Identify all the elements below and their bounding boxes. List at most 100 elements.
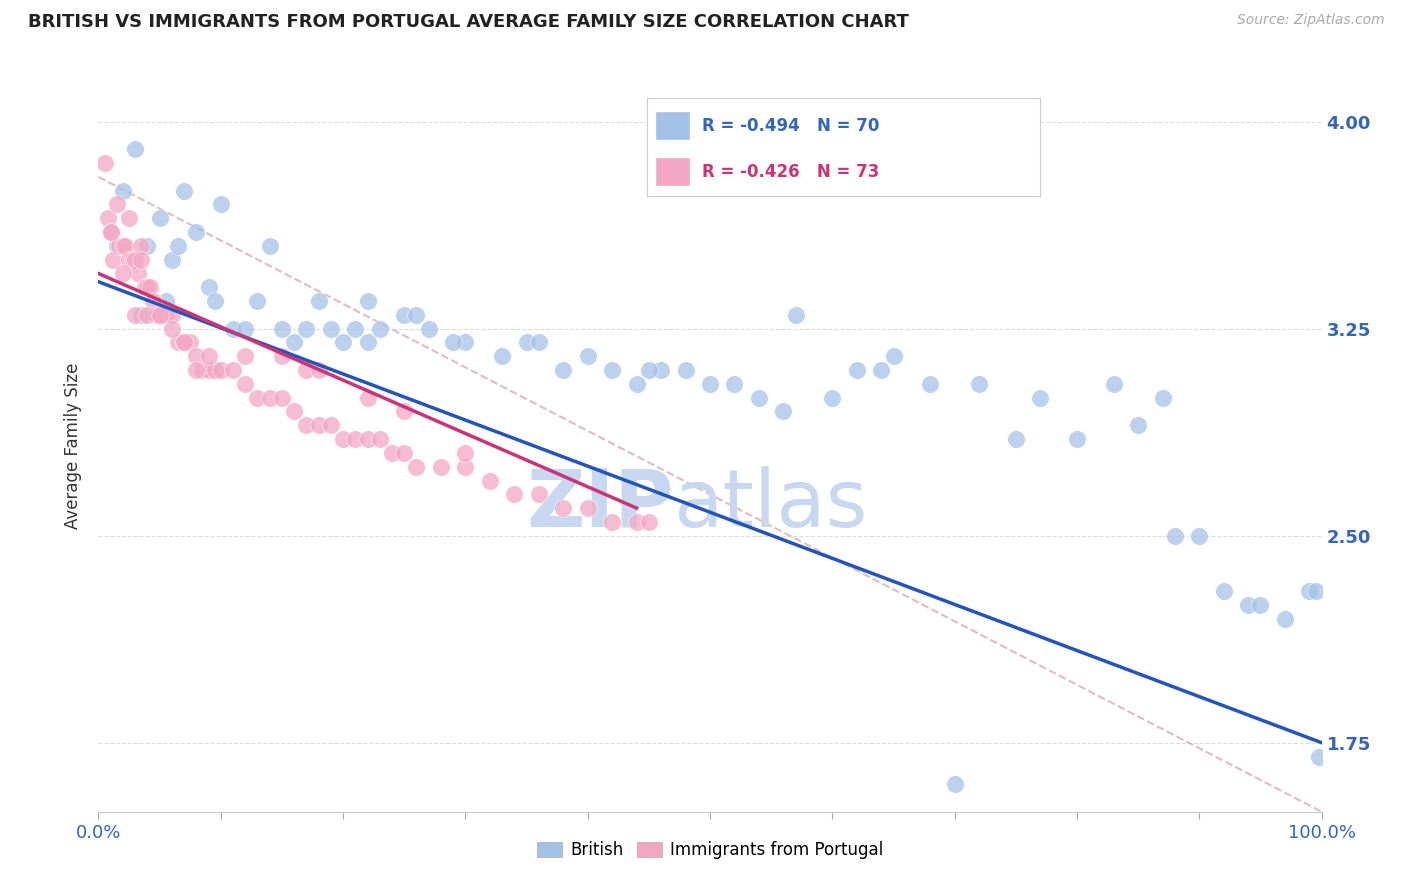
Point: [883, 349, 905, 363]
Point: [283, 404, 305, 418]
Point: [1128, 418, 1150, 433]
Point: [967, 376, 990, 391]
Point: [430, 459, 453, 474]
Point: [173, 335, 195, 350]
Point: [209, 363, 232, 377]
Point: [1212, 583, 1234, 598]
Point: [516, 335, 538, 350]
Point: [392, 446, 416, 460]
Point: [785, 308, 807, 322]
Point: [186, 349, 208, 363]
Y-axis label: Average Family Size: Average Family Size: [65, 363, 83, 529]
Point: [259, 239, 281, 253]
Point: [139, 280, 162, 294]
Point: [173, 184, 195, 198]
Text: R = -0.494   N = 70: R = -0.494 N = 70: [702, 117, 879, 135]
Point: [1298, 583, 1320, 598]
Point: [553, 501, 575, 516]
Text: R = -0.426   N = 73: R = -0.426 N = 73: [702, 162, 879, 181]
Point: [197, 349, 219, 363]
Point: [344, 321, 367, 335]
Point: [405, 308, 427, 322]
Point: [246, 294, 269, 309]
Point: [356, 391, 378, 405]
Legend: British, Immigrants from Portugal: British, Immigrants from Portugal: [530, 834, 890, 865]
Point: [167, 335, 190, 350]
Point: [222, 321, 245, 335]
Point: [454, 335, 477, 350]
Point: [418, 321, 440, 335]
Point: [167, 239, 190, 253]
Point: [332, 335, 354, 350]
Point: [1250, 598, 1272, 612]
Point: [134, 280, 156, 294]
Point: [344, 432, 367, 446]
Point: [111, 239, 134, 253]
Point: [650, 363, 672, 377]
Point: [124, 252, 146, 267]
Point: [295, 418, 318, 433]
Point: [124, 142, 146, 156]
Point: [600, 515, 623, 529]
Point: [1274, 611, 1296, 625]
Point: [626, 376, 648, 391]
Point: [454, 459, 477, 474]
Point: [638, 363, 661, 377]
Point: [136, 280, 159, 294]
Point: [97, 211, 120, 226]
Point: [270, 349, 294, 363]
Point: [100, 225, 122, 239]
Point: [204, 294, 226, 309]
Point: [527, 487, 550, 501]
Point: [845, 363, 868, 377]
Point: [356, 335, 378, 350]
Point: [368, 432, 391, 446]
Text: Source: ZipAtlas.com: Source: ZipAtlas.com: [1237, 13, 1385, 28]
Point: [209, 197, 232, 211]
Point: [160, 308, 183, 322]
Point: [392, 404, 416, 418]
Point: [111, 267, 134, 281]
Point: [142, 294, 165, 309]
Point: [1305, 583, 1327, 598]
Point: [149, 308, 172, 322]
Point: [283, 335, 305, 350]
Point: [160, 321, 183, 335]
Point: [136, 239, 159, 253]
Point: [149, 308, 172, 322]
Point: [197, 280, 219, 294]
Point: [111, 184, 134, 198]
Point: [186, 225, 208, 239]
Point: [308, 363, 330, 377]
Point: [1308, 749, 1330, 764]
Point: [675, 363, 697, 377]
Point: [173, 335, 195, 350]
Point: [118, 252, 141, 267]
Point: [503, 487, 526, 501]
Point: [121, 252, 143, 267]
Point: [93, 156, 115, 170]
Point: [149, 211, 172, 226]
Point: [332, 432, 354, 446]
Point: [405, 459, 427, 474]
Point: [638, 515, 661, 529]
Point: [233, 376, 256, 391]
Point: [186, 363, 208, 377]
Point: [1102, 376, 1125, 391]
Point: [105, 197, 128, 211]
Point: [626, 515, 648, 529]
Point: [454, 446, 477, 460]
Point: [129, 308, 152, 322]
Point: [270, 391, 294, 405]
Point: [114, 239, 136, 253]
Point: [100, 225, 122, 239]
Point: [233, 321, 256, 335]
Point: [319, 321, 342, 335]
Point: [308, 294, 330, 309]
Point: [920, 376, 942, 391]
Point: [381, 446, 404, 460]
Point: [222, 363, 245, 377]
Point: [392, 308, 416, 322]
Point: [748, 391, 770, 405]
Point: [1164, 529, 1187, 543]
